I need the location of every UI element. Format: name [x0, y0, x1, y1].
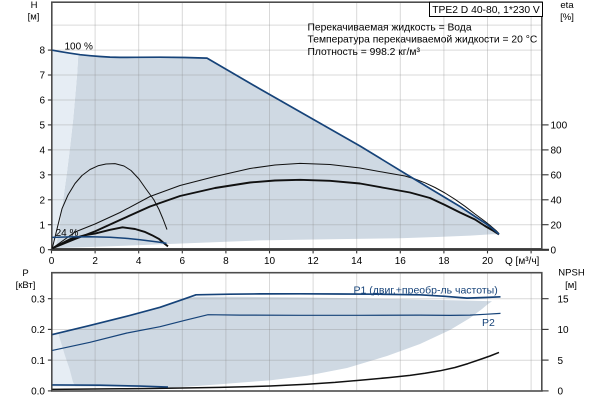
svg-text:3: 3: [39, 170, 45, 181]
svg-text:Q [м³/ч]: Q [м³/ч]: [505, 256, 540, 267]
svg-text:2: 2: [39, 195, 45, 206]
svg-text:6: 6: [180, 256, 186, 267]
svg-text:6: 6: [39, 96, 45, 107]
svg-text:H: H: [31, 0, 38, 11]
svg-text:60: 60: [551, 171, 563, 182]
svg-text:20: 20: [551, 221, 563, 232]
svg-text:0.0: 0.0: [31, 387, 45, 398]
svg-text:0.3: 0.3: [31, 295, 45, 306]
svg-text:Плотность = 998.2 кг/м³: Плотность = 998.2 кг/м³: [308, 47, 421, 58]
svg-text:80: 80: [551, 146, 563, 157]
svg-text:4: 4: [136, 256, 142, 267]
svg-text:0: 0: [39, 245, 45, 256]
svg-text:[кВт]: [кВт]: [16, 280, 36, 291]
svg-text:P2: P2: [482, 317, 495, 329]
svg-text:0: 0: [551, 246, 557, 257]
svg-text:0: 0: [49, 256, 55, 267]
svg-text:TPE2 D 40-80, 1*230 V: TPE2 D 40-80, 1*230 V: [432, 5, 540, 16]
svg-text:100: 100: [551, 121, 568, 132]
svg-text:0.2: 0.2: [31, 325, 45, 336]
svg-text:P: P: [22, 268, 28, 279]
svg-text:0: 0: [558, 387, 564, 398]
svg-text:20: 20: [482, 256, 494, 267]
svg-text:40: 40: [551, 196, 563, 207]
svg-text:8: 8: [223, 256, 229, 267]
svg-text:8: 8: [39, 46, 45, 57]
svg-text:eta: eta: [560, 0, 574, 11]
svg-text:12: 12: [308, 256, 320, 267]
svg-text:2: 2: [92, 256, 98, 267]
svg-text:24 %: 24 %: [56, 228, 79, 239]
svg-text:[м]: [м]: [565, 280, 577, 291]
svg-text:5: 5: [558, 356, 564, 367]
svg-text:5: 5: [39, 121, 45, 132]
svg-text:Температура перекачиваемой жид: Температура перекачиваемой жидкости = 20…: [308, 35, 538, 46]
svg-text:15: 15: [558, 295, 570, 306]
svg-text:10: 10: [264, 256, 276, 267]
svg-text:Перекачиваемая жидкость = Вода: Перекачиваемая жидкость = Вода: [308, 22, 472, 33]
svg-text:[%]: [%]: [560, 12, 574, 23]
svg-text:4: 4: [39, 146, 45, 157]
svg-text:1: 1: [39, 220, 45, 231]
svg-text:NPSH: NPSH: [558, 268, 585, 279]
svg-text:10: 10: [558, 325, 570, 336]
svg-text:14: 14: [351, 256, 363, 267]
svg-text:18: 18: [438, 256, 450, 267]
svg-text:[м]: [м]: [28, 12, 40, 23]
svg-text:100 %: 100 %: [65, 42, 93, 53]
svg-text:0.1: 0.1: [31, 356, 45, 367]
svg-text:16: 16: [395, 256, 407, 267]
svg-text:P1 (двиг.+преобр-ль частоты): P1 (двиг.+преобр-ль частоты): [354, 284, 498, 296]
svg-text:7: 7: [39, 71, 45, 82]
